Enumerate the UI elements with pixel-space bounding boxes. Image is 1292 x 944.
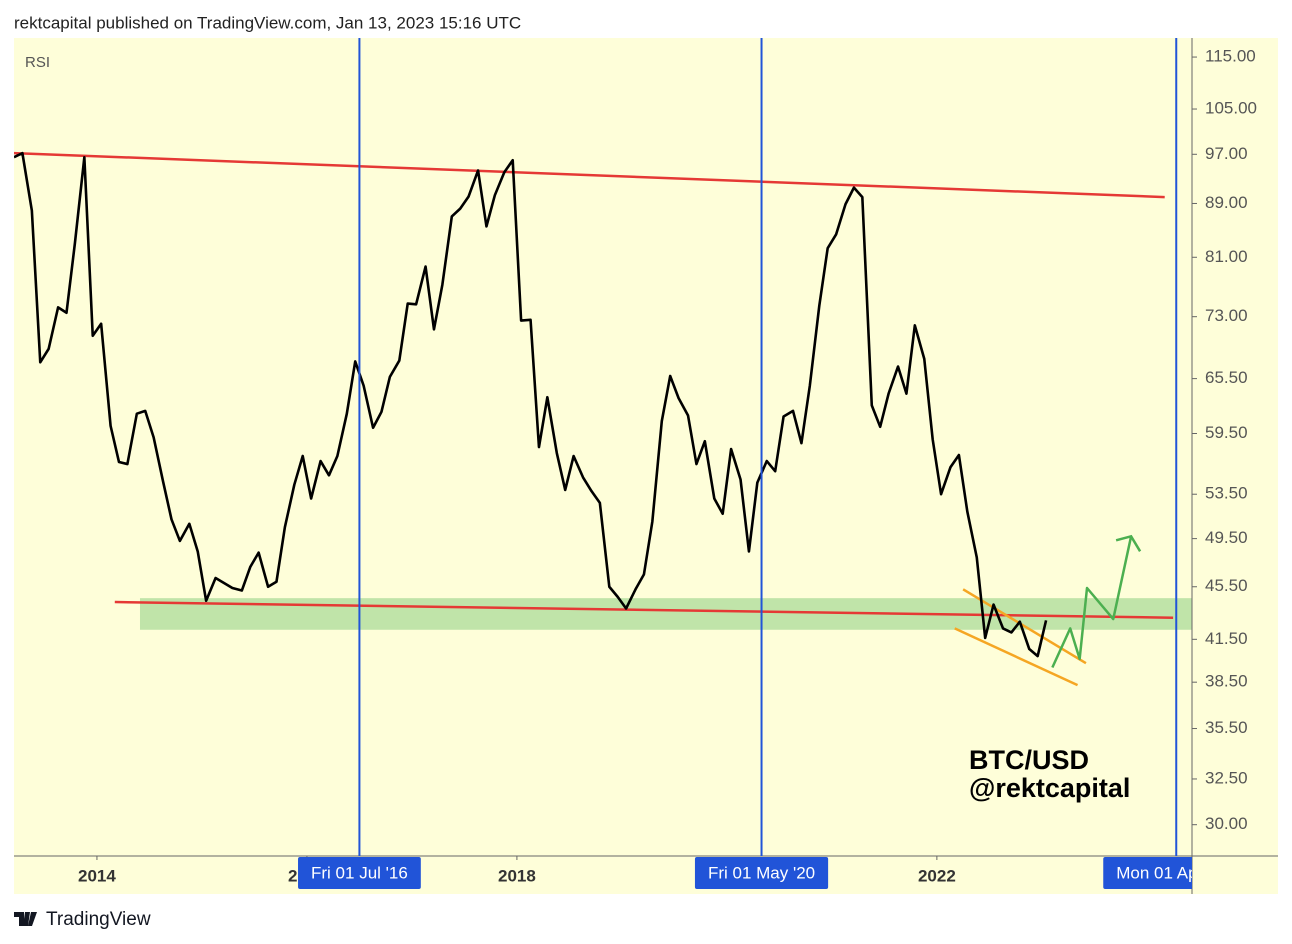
rsi-line [14,151,1048,658]
y-tick-label: 97.00 [1205,144,1248,163]
y-tick-label: 89.00 [1205,193,1248,212]
y-tick-label: 59.50 [1205,423,1248,442]
y-tick-label: 30.00 [1205,814,1248,833]
trend-line [954,627,1079,687]
date-marker-label: Fri 01 Jul '16 [311,863,408,882]
y-tick-label: 49.50 [1205,528,1248,547]
trend-line [14,151,1165,199]
y-tick-label: 73.00 [1205,306,1248,325]
header: rektcapital published on TradingView.com… [14,13,521,32]
annotation: @rektcapital [969,773,1130,803]
y-tick-label: 45.50 [1205,576,1248,595]
date-marker-label: Mon 01 Ap [1116,863,1197,882]
plot-area [14,151,1192,687]
x-tick-label: 2014 [78,866,116,885]
annotation: BTC/USD [969,745,1089,775]
date-marker-box [298,857,421,889]
y-tick-label: 105.00 [1205,99,1257,118]
trend-line [962,588,1087,665]
trend-line [1051,536,1133,669]
y-tick-label: 81.00 [1205,247,1248,266]
y-tick-label: 53.50 [1205,484,1248,503]
y-tick-label: 32.50 [1205,768,1248,787]
date-marker-box [1103,857,1192,889]
marker-labels: Fri 01 Jul '16 Fri 01 May '20 Mon 01 Ap [298,857,1197,889]
x-tick-label: 2018 [498,866,536,885]
date-marker-label: Fri 01 May '20 [708,863,815,882]
y-tick-label: 38.50 [1205,672,1248,691]
footer: TradingView [46,909,151,930]
logo [14,912,37,926]
plot-background [14,38,1278,894]
support-zone [139,598,1192,630]
y-tick-label: 115.00 [1205,47,1256,66]
arrow-head [1115,534,1142,552]
indicator-label: RSI [25,54,50,71]
y-tick-label: 35.50 [1205,718,1248,737]
y-tick-label: 65.50 [1205,368,1248,387]
date-marker-box [694,857,829,889]
y-tick-label: 41.50 [1205,629,1248,648]
x-tick-label: 2022 [918,866,956,885]
